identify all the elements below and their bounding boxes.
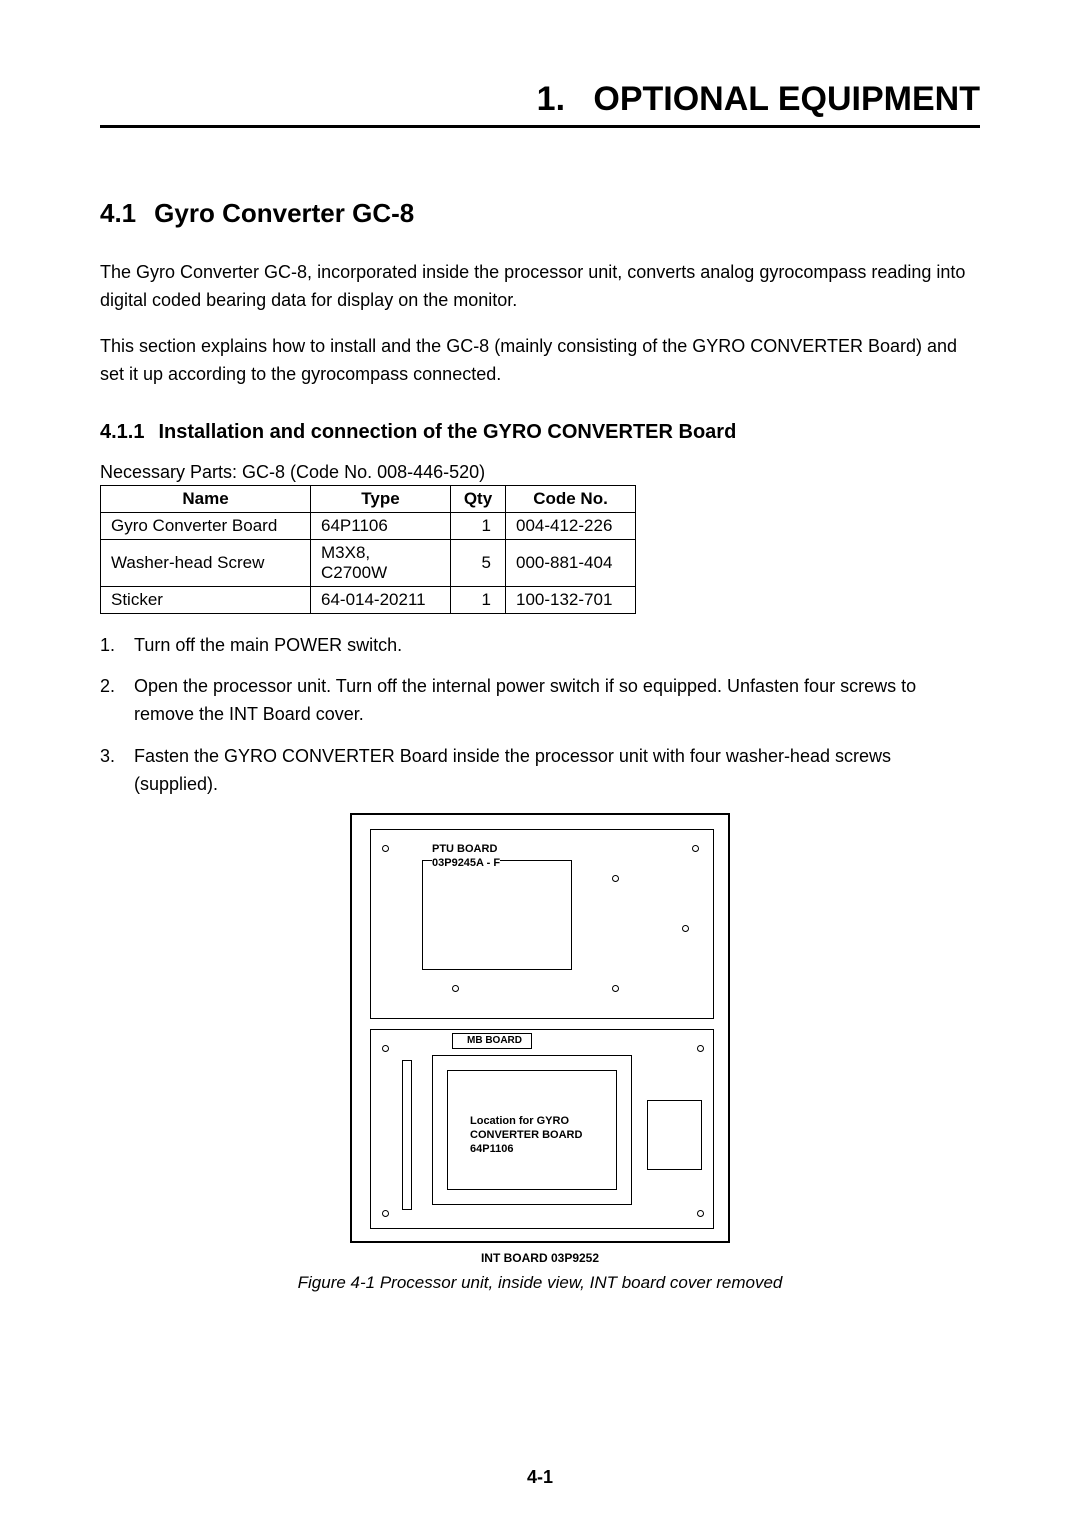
paragraph-2: This section explains how to install and… <box>100 333 980 389</box>
step-item: 3.Fasten the GYRO CONVERTER Board inside… <box>100 743 980 799</box>
step-number: 3. <box>100 743 122 799</box>
paragraph-1: The Gyro Converter GC-8, incorporated in… <box>100 259 980 315</box>
parts-note: Necessary Parts: GC-8 (Code No. 008-446-… <box>100 462 980 483</box>
figure: PTU BOARD 03P9245A - F MB BOARD Location… <box>100 813 980 1293</box>
th-qty: Qty <box>451 485 506 512</box>
label-int-board: INT BOARD 03P9252 <box>481 1251 599 1265</box>
label-text: 03P9245A - F <box>432 857 500 869</box>
parts-table: Name Type Qty Code No. Gyro Converter Bo… <box>100 485 636 614</box>
cell-qty: 1 <box>451 512 506 539</box>
cell-type: M3X8, C2700W <box>311 539 451 586</box>
chapter-number: 1. <box>537 80 565 118</box>
step-number: 2. <box>100 673 122 729</box>
screw-icon <box>697 1210 704 1217</box>
cell-qty: 5 <box>451 539 506 586</box>
cell-type: 64-014-20211 <box>311 586 451 613</box>
th-type: Type <box>311 485 451 512</box>
cell-name: Sticker <box>101 586 311 613</box>
cell-code: 100-132-701 <box>506 586 636 613</box>
diagram-ptu-board <box>422 860 572 970</box>
cell-code: 004-412-226 <box>506 512 636 539</box>
step-text: Fasten the GYRO CONVERTER Board inside t… <box>134 743 980 799</box>
step-item: 2.Open the processor unit. Turn off the … <box>100 673 980 729</box>
section-number: 4.1 <box>100 198 136 229</box>
table-row: Gyro Converter Board 64P1106 1 004-412-2… <box>101 512 636 539</box>
cell-name: Washer-head Screw <box>101 539 311 586</box>
section-name: Gyro Converter GC-8 <box>154 198 414 229</box>
steps-list: 1. Turn off the main POWER switch. 2.Open… <box>100 632 980 799</box>
step-text: Turn off the main POWER switch. <box>134 632 402 660</box>
section-title: 4.1 Gyro Converter GC-8 <box>100 198 980 229</box>
table-row: Sticker 64-014-20211 1 100-132-701 <box>101 586 636 613</box>
screw-icon <box>692 845 699 852</box>
processor-unit-diagram: PTU BOARD 03P9245A - F MB BOARD Location… <box>350 813 730 1243</box>
diagram-rail <box>402 1060 412 1210</box>
subsection-number: 4.1.1 <box>100 419 144 446</box>
label-ptu-board: PTU BOARD 03P9245A - F <box>432 843 500 871</box>
cell-qty: 1 <box>451 586 506 613</box>
th-name: Name <box>101 485 311 512</box>
figure-caption: Figure 4-1 Processor unit, inside view, … <box>298 1273 783 1293</box>
label-text: PTU BOARD <box>432 843 497 855</box>
screw-icon <box>612 875 619 882</box>
label-gyro-location: Location for GYRO CONVERTER BOARD 64P110… <box>470 1115 590 1156</box>
screw-icon <box>382 845 389 852</box>
diagram-side-module <box>647 1100 702 1170</box>
screw-icon <box>452 985 459 992</box>
subsection-title: 4.1.1 Installation and connection of the… <box>100 419 980 446</box>
screw-icon <box>612 985 619 992</box>
th-code: Code No. <box>506 485 636 512</box>
cell-name: Gyro Converter Board <box>101 512 311 539</box>
cell-type: 64P1106 <box>311 512 451 539</box>
cell-code: 000-881-404 <box>506 539 636 586</box>
label-mb-board: MB BOARD <box>467 1035 522 1048</box>
screw-icon <box>382 1210 389 1217</box>
chapter-title: 1. OPTIONAL EQUIPMENT <box>100 80 980 128</box>
step-item: 1. Turn off the main POWER switch. <box>100 632 980 660</box>
screw-icon <box>697 1045 704 1052</box>
table-header-row: Name Type Qty Code No. <box>101 485 636 512</box>
table-row: Washer-head Screw M3X8, C2700W 5 000-881… <box>101 539 636 586</box>
page-number: 4-1 <box>0 1467 1080 1488</box>
screw-icon <box>682 925 689 932</box>
step-text: Open the processor unit. Turn off the in… <box>134 673 980 729</box>
step-number: 1. <box>100 632 122 660</box>
chapter-name: OPTIONAL EQUIPMENT <box>593 80 980 118</box>
subsection-name: Installation and connection of the GYRO … <box>158 419 736 446</box>
screw-icon <box>382 1045 389 1052</box>
